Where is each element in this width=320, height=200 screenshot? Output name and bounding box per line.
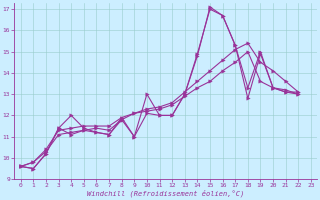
X-axis label: Windchill (Refroidissement éolien,°C): Windchill (Refroidissement éolien,°C) (87, 190, 244, 197)
